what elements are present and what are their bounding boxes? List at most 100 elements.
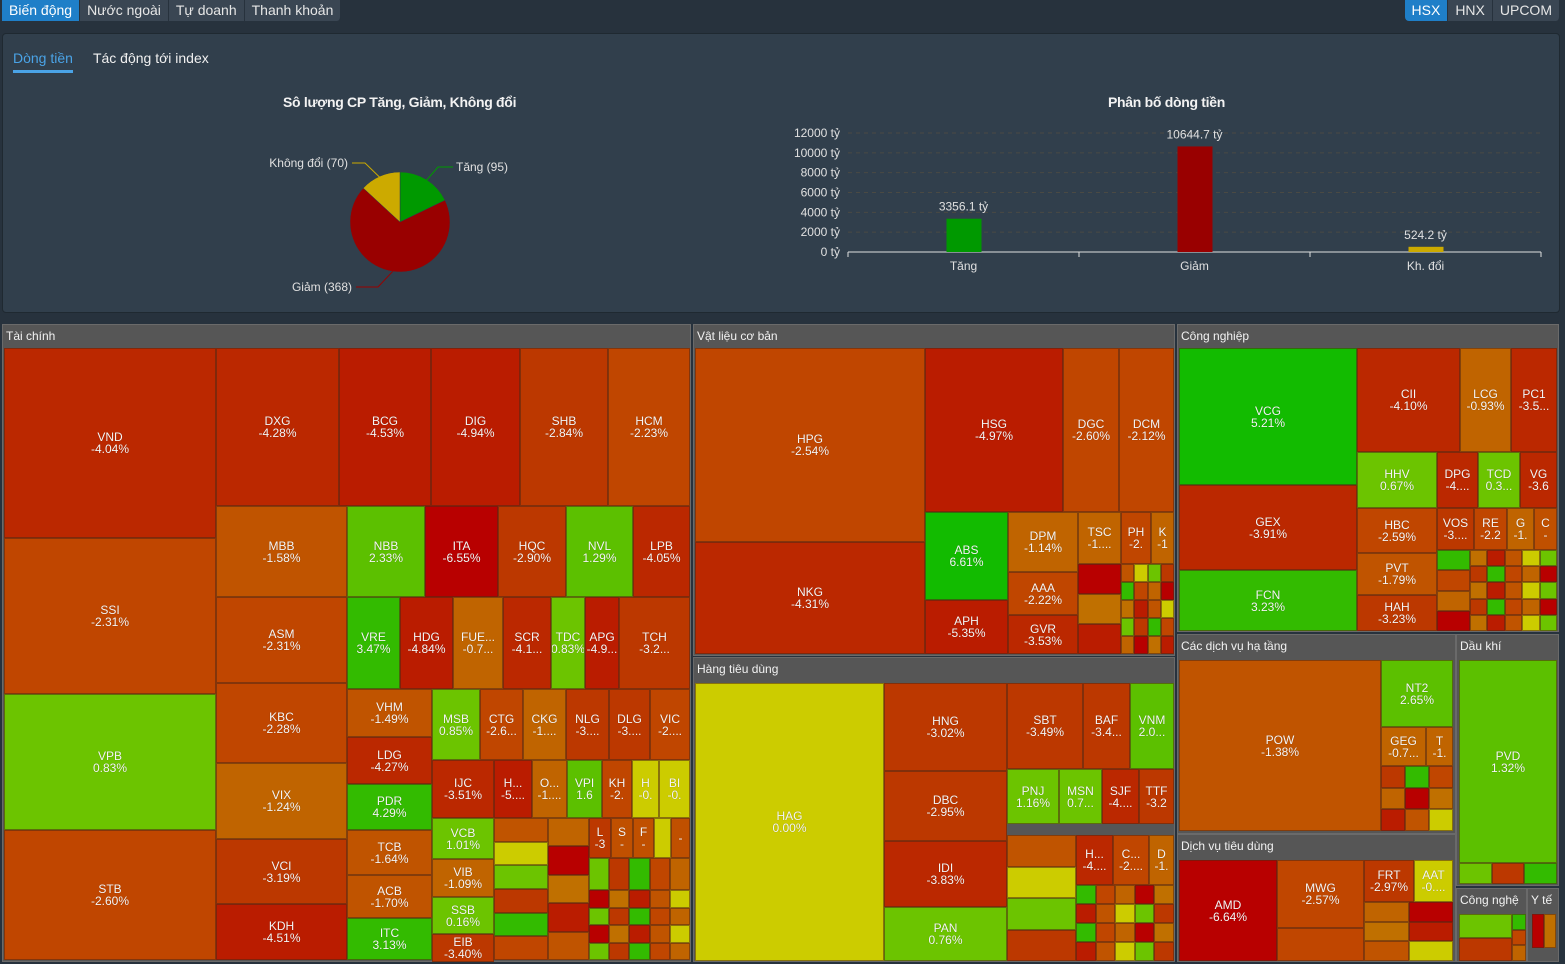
stock-tile-small[interactable] — [1487, 550, 1505, 567]
stock-tile-small[interactable] — [1459, 914, 1512, 938]
stock-tile-small[interactable] — [629, 942, 650, 960]
stock-tile-small[interactable] — [1429, 766, 1453, 788]
stock-tile[interactable]: PVT -1.79% — [1357, 553, 1437, 595]
stock-tile-small[interactable] — [1408, 921, 1453, 942]
stock-tile-small[interactable] — [1408, 902, 1453, 922]
stock-tile[interactable]: VIC -2.... — [650, 689, 690, 760]
stock-tile-small[interactable] — [589, 858, 610, 890]
stock-tile[interactable]: HDG -4.84% — [400, 597, 453, 689]
stock-tile[interactable]: BAF -3.4... — [1083, 683, 1130, 769]
stock-tile-small[interactable] — [1078, 624, 1121, 654]
stock-tile-small[interactable] — [1512, 945, 1526, 961]
stock-tile[interactable]: CTG -2.6... — [480, 689, 523, 760]
stock-tile[interactable]: GEX -3.91% — [1179, 485, 1357, 570]
stock-tile[interactable]: K -1 — [1151, 512, 1174, 564]
stock-tile-small[interactable] — [548, 846, 589, 875]
stock-tile-small[interactable] — [1487, 614, 1505, 631]
stock-tile[interactable]: HCM -2.23% — [608, 348, 690, 506]
tab-dong-tien[interactable]: Dòng tiền — [13, 50, 73, 73]
stock-tile-small[interactable] — [1487, 598, 1505, 615]
stock-tile-small[interactable] — [1095, 885, 1116, 904]
stock-tile-small[interactable] — [1459, 937, 1512, 961]
stock-tile-small[interactable] — [1007, 898, 1076, 930]
stock-tile-small[interactable] — [1160, 582, 1174, 600]
stock-tile-small[interactable] — [669, 907, 690, 925]
stock-tile-small[interactable] — [654, 818, 671, 858]
stock-tile[interactable]: VG -3.6 — [1520, 452, 1557, 508]
stock-tile[interactable]: O... -1.... — [532, 760, 567, 818]
stock-tile-small[interactable] — [1470, 614, 1488, 631]
stock-tile-small[interactable] — [1115, 942, 1135, 961]
stock-tile-small[interactable] — [1121, 636, 1135, 654]
stock-tile[interactable]: FUE... -0.7... — [453, 597, 503, 689]
stock-tile-small[interactable] — [669, 890, 690, 908]
stock-tile[interactable]: HPG -2.54% — [695, 348, 925, 542]
stock-tile-small[interactable] — [1147, 582, 1161, 600]
stock-tile[interactable]: HQC -2.90% — [498, 506, 566, 597]
stock-tile-small[interactable] — [1134, 600, 1148, 618]
stock-tile[interactable]: TTF -3.2 — [1139, 769, 1174, 824]
stock-tile-small[interactable] — [1539, 614, 1557, 631]
stock-tile-small[interactable] — [629, 907, 650, 925]
stock-tile-small[interactable] — [649, 858, 670, 890]
stock-tile-small[interactable] — [629, 858, 650, 890]
stock-tile-small[interactable] — [1522, 598, 1540, 615]
stock-tile-small[interactable] — [1078, 594, 1121, 624]
stock-tile-small[interactable] — [494, 889, 548, 913]
stock-tile[interactable]: F- — [633, 818, 654, 858]
stock-tile[interactable]: ACB -1.70% — [347, 875, 432, 918]
stock-tile[interactable]: VRE 3.47% — [347, 597, 400, 689]
stock-tile[interactable]: DLG -3.... — [609, 689, 650, 760]
stock-tile[interactable]: VIX -1.24% — [216, 763, 347, 839]
stock-tile-small[interactable] — [1134, 904, 1155, 923]
stock-tile[interactable]: KDH -4.51% — [216, 904, 347, 960]
stock-tile-small[interactable] — [609, 907, 630, 925]
stock-tile[interactable]: CKG -1.... — [523, 689, 566, 760]
stock-tile[interactable]: MBB -1.58% — [216, 506, 347, 597]
stock-tile-small[interactable] — [1147, 564, 1161, 582]
stock-tile[interactable]: VOS -3.... — [1437, 508, 1474, 550]
stock-tile-small[interactable] — [1364, 921, 1409, 942]
stock-tile[interactable]: TCD 0.3... — [1478, 452, 1520, 508]
stock-tile-small[interactable] — [1381, 766, 1405, 788]
stock-tile[interactable]: PC1 -3.5... — [1511, 348, 1557, 452]
stock-tile-small[interactable] — [1437, 570, 1470, 591]
stock-tile[interactable]: DBC -2.95% — [884, 771, 1007, 841]
stock-tile[interactable]: LPB -4.05% — [633, 506, 690, 597]
stock-tile-small[interactable] — [1134, 564, 1148, 582]
stock-tile[interactable]: BI -0. — [659, 760, 690, 818]
stock-tile-small[interactable] — [609, 890, 630, 908]
bar-Tăng[interactable] — [946, 218, 982, 252]
stock-tile-small[interactable] — [1095, 923, 1116, 942]
stock-tile-small[interactable] — [1491, 863, 1525, 884]
stock-tile-small[interactable] — [649, 890, 670, 908]
stock-tile[interactable]: IDI -3.83% — [884, 841, 1007, 907]
tab-thanh-khoản[interactable]: Thanh khoản — [244, 0, 342, 21]
bar-Kh. đổi[interactable] — [1408, 246, 1444, 252]
stock-tile-small[interactable] — [1539, 598, 1557, 615]
stock-tile[interactable]: ABS 6.61% — [925, 512, 1008, 600]
stock-tile-small[interactable] — [589, 907, 610, 925]
stock-tile-small[interactable] — [1134, 618, 1148, 636]
stock-tile-small[interactable] — [589, 925, 610, 943]
stock-tile-small[interactable] — [1512, 914, 1526, 930]
stock-tile[interactable]: POW -1.38% — [1179, 660, 1381, 831]
stock-tile[interactable]: NKG -4.31% — [695, 542, 925, 654]
stock-tile-small[interactable] — [1429, 787, 1453, 810]
stock-tile-small[interactable] — [1544, 914, 1556, 948]
stock-tile[interactable]: T -1. — [1426, 727, 1453, 766]
stock-tile[interactable]: VNM 2.0... — [1130, 683, 1174, 769]
stock-tile[interactable]: MWG -2.57% — [1277, 860, 1364, 928]
stock-tile[interactable]: LDG -4.27% — [347, 737, 432, 784]
stock-tile-small[interactable] — [494, 841, 548, 866]
stock-tile-small[interactable] — [1429, 809, 1453, 831]
stock-tile[interactable]: SSI -2.31% — [4, 538, 216, 694]
stock-tile[interactable]: APG -4.9... — [585, 597, 619, 689]
stock-tile-small[interactable] — [1160, 564, 1174, 582]
stock-tile[interactable]: SBT -3.49% — [1007, 683, 1083, 769]
stock-tile-small[interactable] — [1134, 636, 1148, 654]
stock-tile-small[interactable] — [548, 818, 589, 847]
stock-tile[interactable]: VPI 1.6 — [567, 760, 602, 818]
stock-tile-small[interactable] — [1405, 766, 1429, 788]
stock-tile[interactable]: NVL 1.29% — [566, 506, 633, 597]
